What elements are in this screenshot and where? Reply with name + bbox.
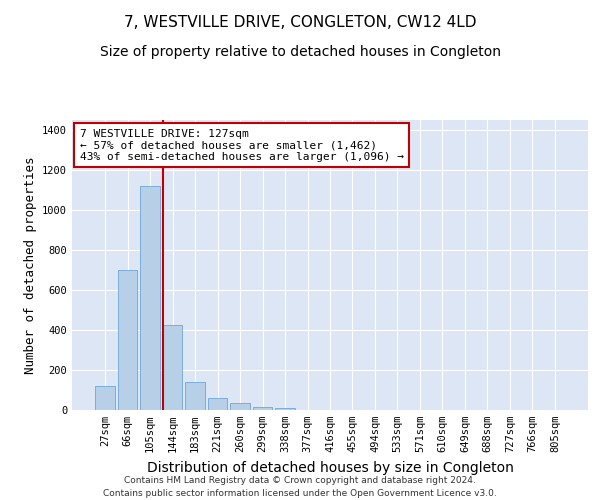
X-axis label: Distribution of detached houses by size in Congleton: Distribution of detached houses by size … [146, 460, 514, 474]
Bar [208, 398, 227, 410]
Text: Contains public sector information licensed under the Open Government Licence v3: Contains public sector information licen… [103, 488, 497, 498]
Y-axis label: Number of detached properties: Number of detached properties [23, 156, 37, 374]
Text: Size of property relative to detached houses in Congleton: Size of property relative to detached ho… [100, 45, 500, 59]
Text: 7, WESTVILLE DRIVE, CONGLETON, CW12 4LD: 7, WESTVILLE DRIVE, CONGLETON, CW12 4LD [124, 15, 476, 30]
Bar [95, 386, 115, 410]
Bar [185, 382, 205, 410]
Bar [275, 408, 295, 410]
Text: 7 WESTVILLE DRIVE: 127sqm
← 57% of detached houses are smaller (1,462)
43% of se: 7 WESTVILLE DRIVE: 127sqm ← 57% of detac… [80, 128, 404, 162]
Bar [163, 325, 182, 410]
Bar [230, 403, 250, 410]
Bar [118, 270, 137, 410]
Text: Contains HM Land Registry data © Crown copyright and database right 2024.: Contains HM Land Registry data © Crown c… [124, 476, 476, 485]
Bar [140, 186, 160, 410]
Bar [253, 407, 272, 410]
